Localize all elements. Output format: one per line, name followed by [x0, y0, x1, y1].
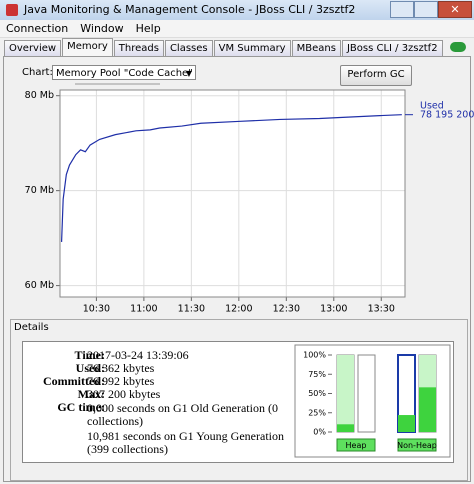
title-bar: Java Monitoring & Management Console - J… [0, 0, 474, 20]
tab[interactable]: Threads [113, 40, 164, 56]
detail-value: 307 200 kbytes [87, 387, 161, 401]
detail-label: Time: [74, 348, 105, 362]
perform-gc-button[interactable]: Perform GC [340, 65, 412, 86]
menu-item[interactable]: Help [135, 22, 161, 35]
detail-value: 76 362 kbytes [87, 361, 155, 375]
menu-item[interactable]: Connection [6, 22, 69, 35]
detail-value: 76 992 kbytes [87, 374, 155, 388]
used-bar [419, 387, 436, 432]
button-text: Perform GC [347, 69, 405, 80]
tab[interactable]: MBeans [291, 40, 341, 56]
x-tick-label: 13:00 [320, 304, 347, 315]
used-bar [398, 415, 415, 432]
x-tick-label: 13:30 [368, 304, 395, 315]
tab-bar: Overview Memory Threads Classes VM Summary MB… [4, 38, 444, 57]
used-line [60, 114, 402, 242]
tab[interactable]: Classes [164, 40, 213, 56]
y-tick-label: 60 Mb [25, 280, 54, 291]
select-text: Memory Pool "Code Cache" [56, 68, 193, 79]
y-tick-label: 75% [308, 370, 326, 379]
x-tick-label: 11:00 [130, 304, 157, 315]
app-icon [6, 4, 18, 16]
group-label: Non-Heap [397, 441, 437, 450]
y-tick-label: 70 Mb [25, 185, 54, 196]
x-tick-label: 10:30 [83, 304, 110, 315]
minimize-button[interactable] [390, 1, 414, 18]
end-value-label: 78 195 200 [420, 110, 474, 121]
plot-area [59, 89, 406, 298]
maximize-button[interactable] [414, 1, 438, 18]
group-button [397, 438, 437, 452]
dropdown-arrow: ▼ [185, 69, 192, 78]
menu-item[interactable]: Window [80, 22, 124, 35]
x-tick-label: 12:30 [273, 304, 300, 315]
details-panel [10, 319, 468, 481]
plot-border [59, 89, 406, 298]
x-tick-label: 12:00 [225, 304, 252, 315]
detail-label: GC time: [57, 400, 105, 414]
y-tick-label: 80 Mb [25, 90, 54, 101]
committed-bar [337, 355, 354, 432]
detail-value: 2017-03-24 13:39:06 [87, 348, 189, 362]
group-button [336, 438, 376, 452]
x-tick-label: 11:30 [178, 304, 205, 315]
details-box: Time: 2017-03-24 13:39:06 Used: 76 362 kbyt… [22, 341, 454, 463]
legend-name: Used [420, 101, 444, 112]
detail-label: Max: [77, 387, 105, 401]
tab[interactable]: JBoss CLI / 3zsztf2 [341, 40, 443, 56]
y-tick-label: 25% [308, 408, 326, 417]
pool-bar-frame [357, 354, 376, 433]
pools-frame [294, 344, 451, 458]
chart-label: Chart: [22, 67, 53, 78]
close-button[interactable]: ✕ [438, 1, 472, 18]
gc-line: 10,981 seconds on G1 Young Generation (3… [87, 429, 284, 456]
detail-label: Used: [75, 361, 105, 375]
connection-icon [450, 42, 466, 52]
chart-select[interactable]: Memory Pool "Code Cache" ▼ [52, 65, 196, 80]
gc-line: 0,000 seconds on G1 Old Generation (0 co… [87, 401, 278, 428]
window-title: Java Monitoring & Management Console - J… [24, 3, 356, 16]
y-tick-label: 0% [313, 428, 326, 437]
y-tick-label: 50% [308, 389, 326, 398]
tab[interactable]: Memory [62, 38, 113, 57]
tab[interactable]: Overview [4, 40, 62, 56]
tab[interactable]: VM Summary [213, 40, 291, 56]
detail-label: Committed: [43, 374, 105, 388]
menu-bar: Connection Window Help [0, 20, 474, 38]
y-tick-label: 100% [303, 351, 326, 360]
details-title: Details [14, 322, 49, 333]
used-bar [337, 424, 354, 432]
group-label: Heap [346, 441, 367, 450]
